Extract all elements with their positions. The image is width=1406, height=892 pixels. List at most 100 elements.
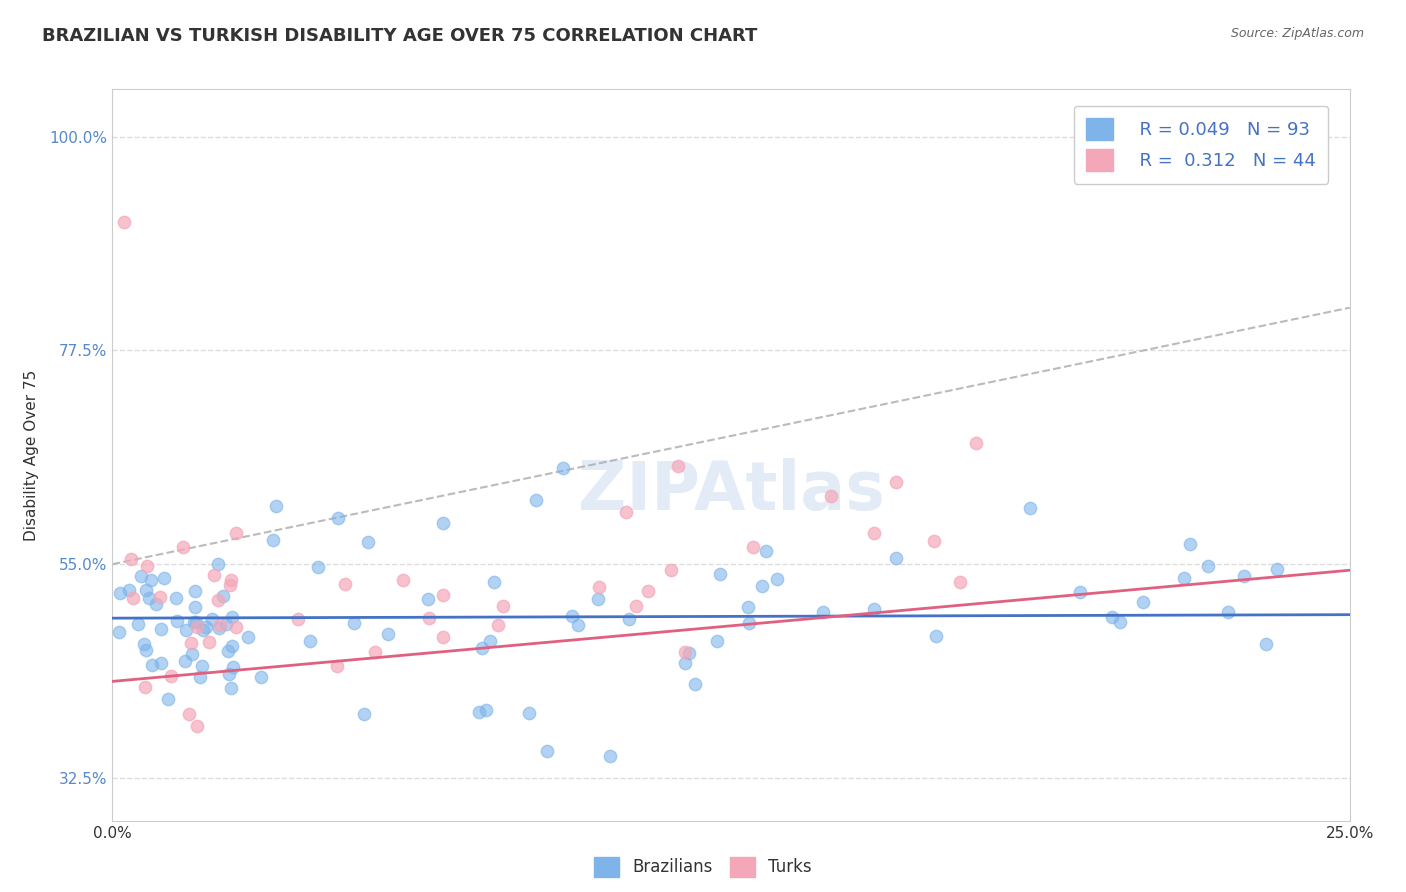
Brazilians (212, 589, 235, 603)
Brazilians (166, 614, 188, 628)
Brazilians (862, 602, 884, 616)
Brazilians (236, 630, 259, 644)
Brazilians (343, 616, 366, 631)
Turks (659, 563, 682, 577)
Brazilians (222, 660, 245, 674)
Brazilians (188, 670, 211, 684)
Brazilians (468, 705, 491, 719)
Brazilians (1178, 537, 1201, 551)
Turks (965, 436, 987, 450)
Turks (637, 584, 659, 599)
Turks (492, 599, 515, 613)
Brazilians (884, 550, 907, 565)
Turks (287, 612, 309, 626)
Brazilians (524, 493, 547, 508)
Turks (363, 645, 385, 659)
Text: Source: ZipAtlas.com: Source: ZipAtlas.com (1230, 27, 1364, 40)
Turks (673, 645, 696, 659)
Brazilians (484, 575, 506, 590)
Turks (209, 618, 232, 632)
Brazilians (567, 618, 589, 632)
Brazilians (1069, 585, 1091, 599)
Brazilians (215, 617, 238, 632)
Turks (218, 577, 240, 591)
Brazilians (1109, 615, 1132, 629)
Turks (666, 458, 689, 473)
Turks (418, 611, 440, 625)
Brazilians (683, 677, 706, 691)
Brazilians (135, 583, 157, 598)
Turks (135, 558, 157, 573)
Turks (326, 659, 349, 673)
Brazilians (129, 569, 152, 583)
Brazilians (219, 681, 242, 695)
Legend:   R = 0.049   N = 93,   R =  0.312   N = 44: R = 0.049 N = 93, R = 0.312 N = 44 (1074, 105, 1329, 184)
Turks (180, 636, 202, 650)
Brazilians (249, 670, 271, 684)
Legend: Brazilians, Turks: Brazilians, Turks (588, 850, 818, 884)
Brazilians (150, 622, 173, 636)
Y-axis label: Disability Age Over 75: Disability Age Over 75 (24, 369, 38, 541)
Turks (112, 215, 135, 229)
Brazilians (1254, 637, 1277, 651)
Brazilians (110, 586, 132, 600)
Brazilians (1265, 562, 1288, 576)
Turks (432, 630, 454, 644)
Brazilians (1132, 595, 1154, 609)
Brazilians (326, 510, 349, 524)
Brazilians (377, 626, 399, 640)
Brazilians (1216, 605, 1239, 619)
Brazilians (150, 656, 173, 670)
Brazilians (1019, 500, 1042, 515)
Turks (202, 567, 225, 582)
Brazilians (174, 623, 197, 637)
Brazilians (195, 620, 218, 634)
Brazilians (183, 599, 205, 614)
Turks (186, 620, 208, 634)
Turks (197, 635, 219, 649)
Brazilians (141, 657, 163, 672)
Brazilians (138, 591, 160, 605)
Brazilians (184, 615, 207, 629)
Brazilians (108, 625, 131, 640)
Turks (588, 580, 610, 594)
Brazilians (208, 621, 231, 635)
Brazilians (432, 516, 454, 531)
Turks (922, 533, 945, 548)
Turks (219, 574, 242, 588)
Brazilians (193, 624, 215, 638)
Brazilians (191, 658, 214, 673)
Brazilians (418, 592, 440, 607)
Brazilians (673, 657, 696, 671)
Brazilians (737, 615, 759, 630)
Brazilians (751, 579, 773, 593)
Brazilians (127, 617, 149, 632)
Brazilians (307, 560, 329, 574)
Turks (207, 593, 229, 607)
Brazilians (145, 597, 167, 611)
Brazilians (117, 583, 139, 598)
Brazilians (1197, 559, 1219, 574)
Text: BRAZILIAN VS TURKISH DISABILITY AGE OVER 75 CORRELATION CHART: BRAZILIAN VS TURKISH DISABILITY AGE OVER… (42, 27, 758, 45)
Brazilians (353, 706, 375, 721)
Turks (225, 620, 247, 634)
Turks (820, 489, 842, 503)
Turks (486, 618, 509, 632)
Turks (149, 590, 172, 604)
Brazilians (924, 629, 946, 643)
Brazilians (765, 573, 787, 587)
Brazilians (1233, 569, 1256, 583)
Brazilians (517, 706, 540, 720)
Brazilians (174, 654, 197, 668)
Brazilians (678, 647, 700, 661)
Brazilians (157, 691, 180, 706)
Turks (225, 525, 247, 540)
Turks (863, 526, 886, 541)
Brazilians (599, 749, 621, 764)
Brazilians (266, 499, 288, 513)
Turks (186, 719, 208, 733)
Brazilians (1101, 609, 1123, 624)
Brazilians (217, 644, 239, 658)
Turks (948, 575, 970, 590)
Turks (121, 591, 143, 605)
